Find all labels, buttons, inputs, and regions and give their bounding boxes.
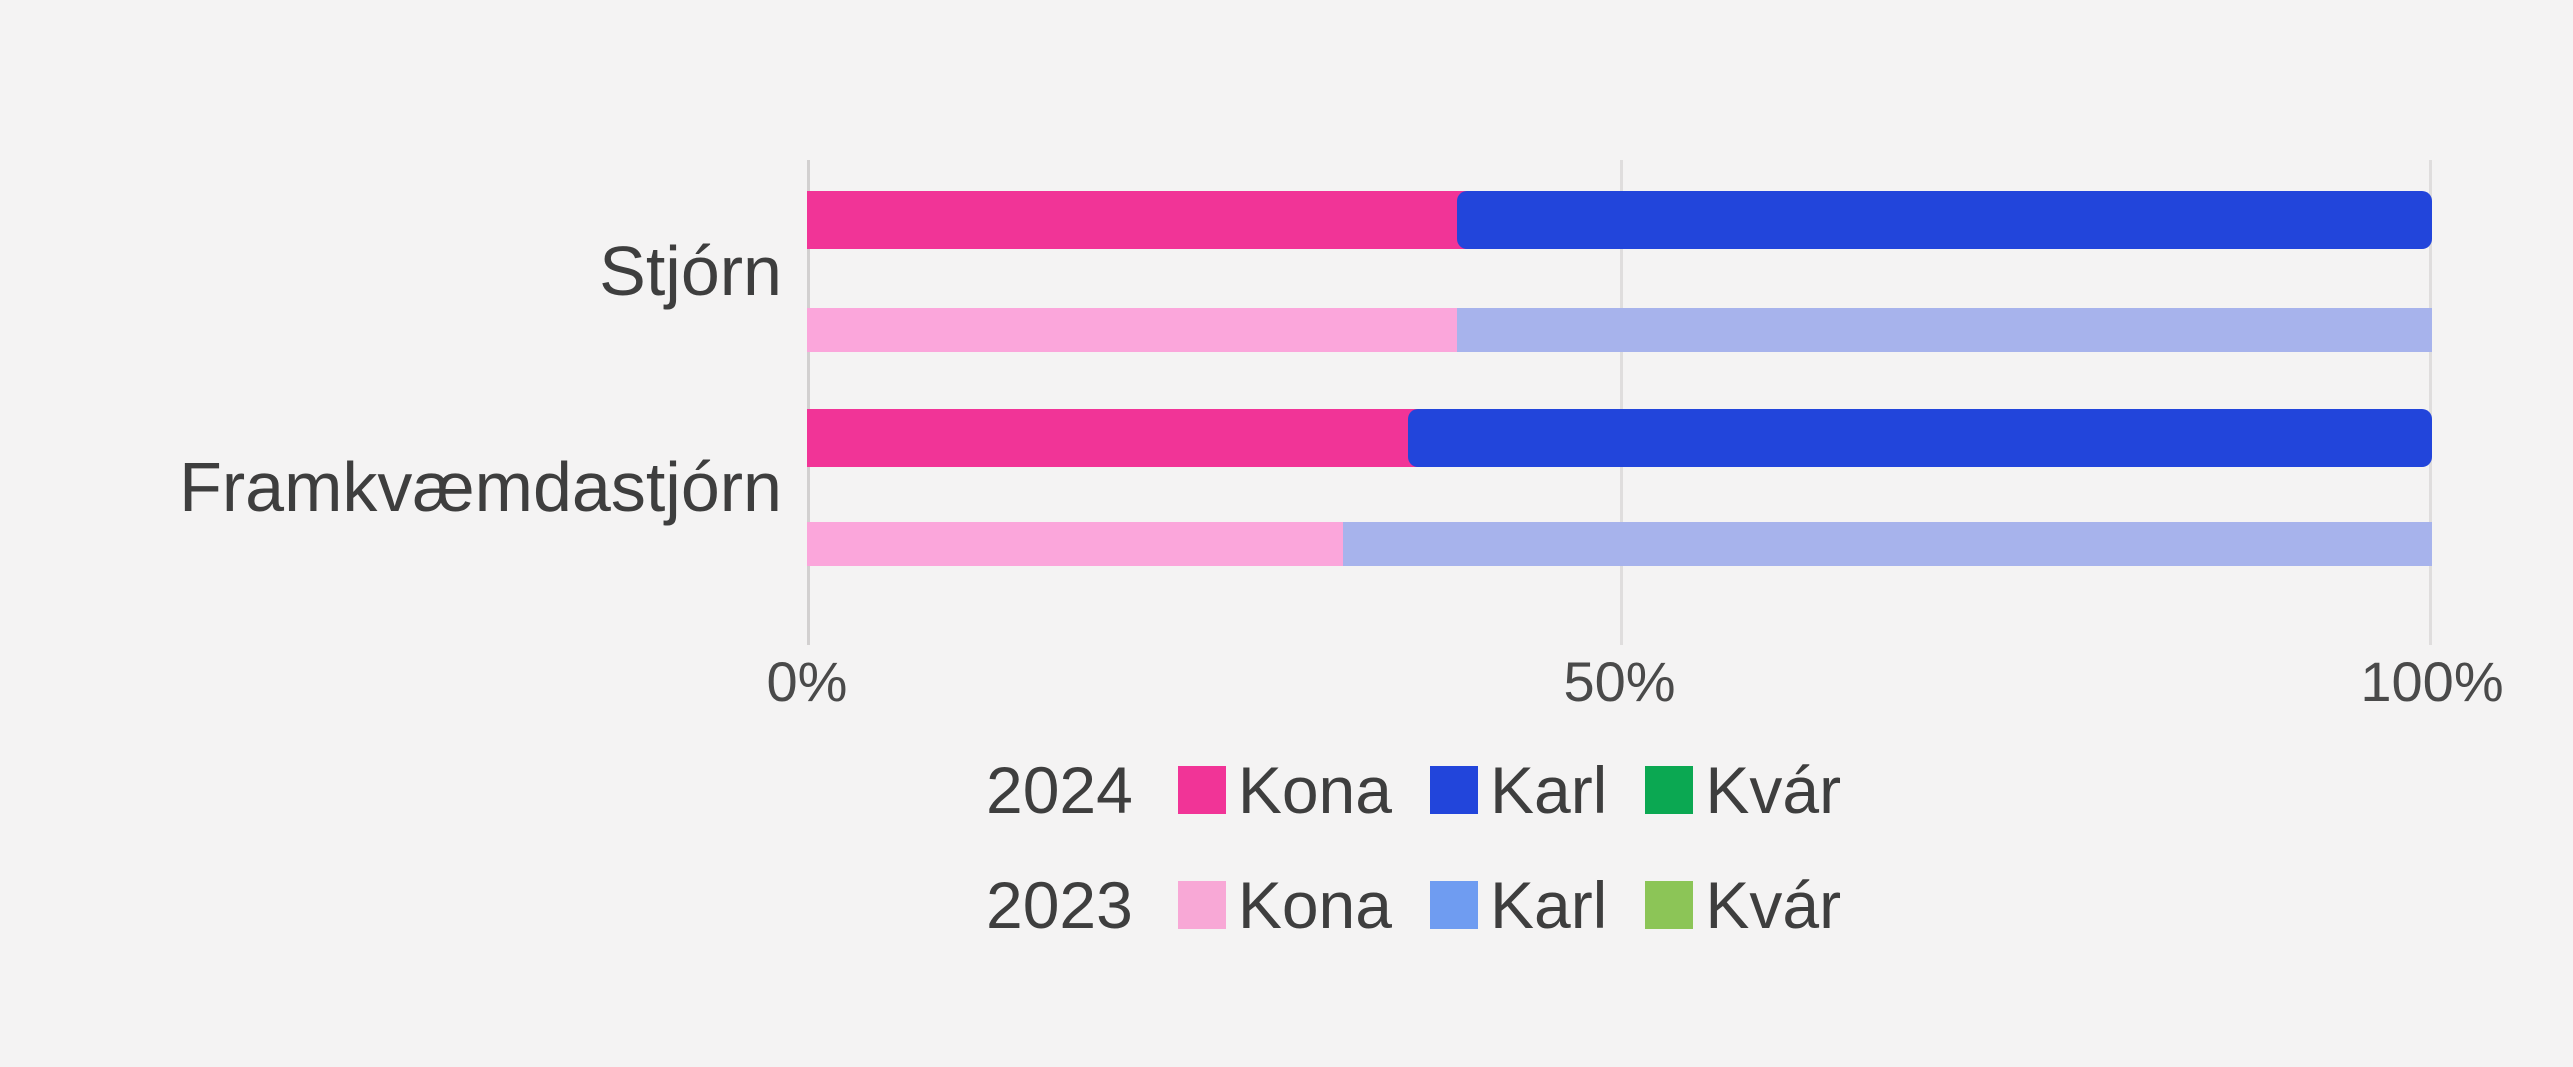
legend-item-label-kona-2024: Kona	[1237, 753, 1392, 827]
legend-year-label-2023: 2023	[986, 868, 1133, 942]
bar-framkvaemdastjorn-2024	[807, 409, 2432, 467]
legend-item-karl-2023: Karl	[1429, 868, 1608, 942]
bar-segment-kona-2023	[807, 308, 1457, 352]
legend-item-kvar-2023: Kvár	[1645, 872, 1841, 938]
legend-year-label-2024: 2024	[986, 753, 1133, 827]
category-label-framkvaemdastjorn: Framkvæmdastjórn	[179, 448, 782, 526]
legend-row-2024: 2024 Kona Karl Kvár	[986, 757, 1841, 823]
legend-item-karl-2024: Karl	[1429, 753, 1608, 827]
plot-area	[807, 160, 2432, 645]
legend-item-kona-2023: Kona	[1177, 868, 1392, 942]
legend-item-label-kvar-2023: Kvár	[1705, 868, 1842, 942]
legend-item-label-kona-2023: Kona	[1237, 868, 1392, 942]
legend-swatch-kona-2024	[1177, 766, 1226, 814]
legend-swatch-kvar-2024	[1645, 766, 1694, 814]
legend-swatch-kvar-2023	[1645, 881, 1694, 929]
legend-item-kvar-2024: Kvár	[1645, 757, 1841, 823]
bar-segment-kona-2024	[807, 191, 1474, 249]
legend: 2024 Kona Karl Kvár 2023 Kona Karl	[986, 757, 1841, 938]
category-label-stjorn: Stjórn	[599, 232, 782, 310]
bar-segment-kona-2023	[807, 522, 1344, 566]
legend-swatch-karl-2023	[1429, 881, 1478, 929]
legend-swatch-karl-2024	[1429, 766, 1478, 814]
x-axis: 0% 50% 100%	[767, 650, 2504, 713]
bar-segment-karl-2024	[1408, 409, 2432, 467]
bar-segment-kona-2024	[807, 409, 1425, 467]
bar-stjorn-2023	[807, 308, 2432, 352]
bar-segment-karl-2024	[1457, 191, 2432, 249]
x-tick-50: 50%	[1563, 650, 1676, 713]
legend-item-label-karl-2024: Karl	[1489, 753, 1608, 827]
legend-item-label-karl-2023: Karl	[1489, 868, 1608, 942]
bar-segment-karl-2023	[1457, 308, 2432, 352]
legend-row-2023: 2023 Kona Karl Kvár	[986, 872, 1841, 938]
x-tick-0: 0%	[766, 650, 848, 713]
bar-framkvaemdastjorn-2023	[807, 522, 2432, 566]
legend-swatch-kona-2023	[1177, 881, 1226, 929]
bar-segment-karl-2023	[1343, 522, 2432, 566]
axis-line-0pct	[807, 160, 810, 645]
legend-item-kona-2024: Kona	[1177, 753, 1392, 827]
legend-item-label-kvar-2024: Kvár	[1705, 753, 1842, 827]
bar-stjorn-2024	[807, 191, 2432, 249]
gridline-100pct	[2429, 160, 2432, 645]
x-tick-100: 100%	[2360, 650, 2504, 713]
gridline-50pct	[1619, 160, 1623, 645]
